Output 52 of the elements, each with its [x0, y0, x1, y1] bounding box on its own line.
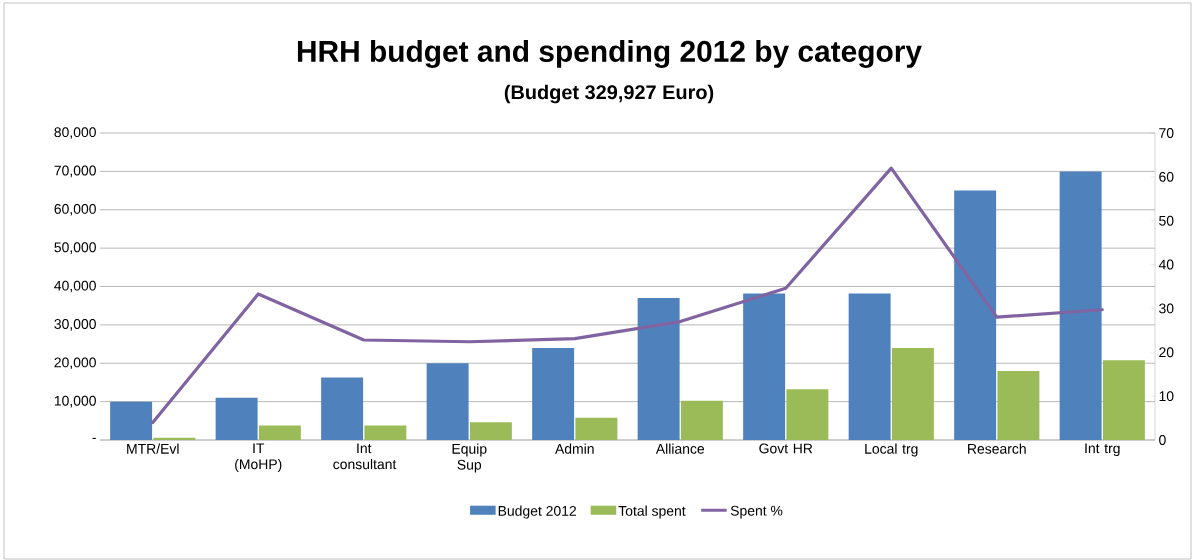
- x-tick-label: Int consultant: [333, 443, 397, 470]
- bar: [110, 401, 153, 440]
- bar: [364, 425, 407, 440]
- y2-tick-label: 20: [1159, 347, 1174, 358]
- y2-tick-label: 0: [1159, 435, 1166, 445]
- bar: [786, 389, 829, 440]
- legend-label: Total spent: [618, 505, 686, 519]
- bar: [258, 425, 301, 440]
- y2-tick-label: 50: [1159, 215, 1174, 226]
- x-tick-label: Admin: [555, 443, 594, 454]
- bar: [469, 422, 512, 440]
- y2-tick-label: 60: [1159, 171, 1174, 182]
- bar: [1059, 171, 1102, 440]
- bar: [997, 370, 1040, 440]
- x-tick-label: Int trg: [1085, 443, 1120, 457]
- x-tick-label: MTR/Evl: [127, 443, 179, 454]
- y-tick-label: 50,000: [54, 242, 96, 254]
- line-series: [151, 166, 1104, 425]
- bar: [321, 377, 364, 440]
- x-tick-label: Local trg: [865, 443, 918, 457]
- y2-tick-label: 10: [1159, 391, 1174, 402]
- bar: [637, 298, 680, 440]
- y-tick-label: 20,000: [54, 357, 96, 370]
- bar: [891, 347, 934, 440]
- y2-tick-label: 40: [1158, 259, 1174, 270]
- y-tick-label: 40,000: [54, 280, 96, 293]
- chart-subtitle: (Budget 329,927 Euro): [504, 84, 714, 104]
- x-tick-label: Equip Sup: [452, 443, 487, 473]
- bar: [743, 293, 786, 440]
- bar: [954, 190, 997, 440]
- x-tick-label: Alliance: [655, 443, 705, 454]
- bar: [680, 400, 723, 440]
- bar: [1102, 360, 1145, 440]
- y-tick-label: -: [92, 437, 96, 439]
- x-tick-label: IT (MoHP): [235, 443, 282, 472]
- legend-label: Spent %: [730, 505, 783, 519]
- bar: [532, 347, 575, 440]
- y-tick-label: 30,000: [54, 319, 96, 331]
- y-tick-label: 10,000: [54, 395, 96, 408]
- y-tick-label: 80,000: [54, 127, 96, 139]
- x-tick-label: Govt HR: [759, 443, 813, 454]
- y-tick-label: 70,000: [54, 165, 96, 178]
- y2-tick-label: 70: [1159, 128, 1174, 138]
- bar: [575, 417, 618, 440]
- y2-tick-label: 30: [1159, 303, 1174, 314]
- legend-label: Budget 2012: [498, 505, 577, 519]
- bar: [426, 363, 469, 440]
- x-tick-label: Research: [968, 443, 1026, 454]
- y-tick-label: 60,000: [54, 203, 96, 216]
- bar: [848, 293, 891, 440]
- bar: [215, 397, 258, 440]
- chart-title: HRH budget and spending 2012 by category: [297, 40, 922, 68]
